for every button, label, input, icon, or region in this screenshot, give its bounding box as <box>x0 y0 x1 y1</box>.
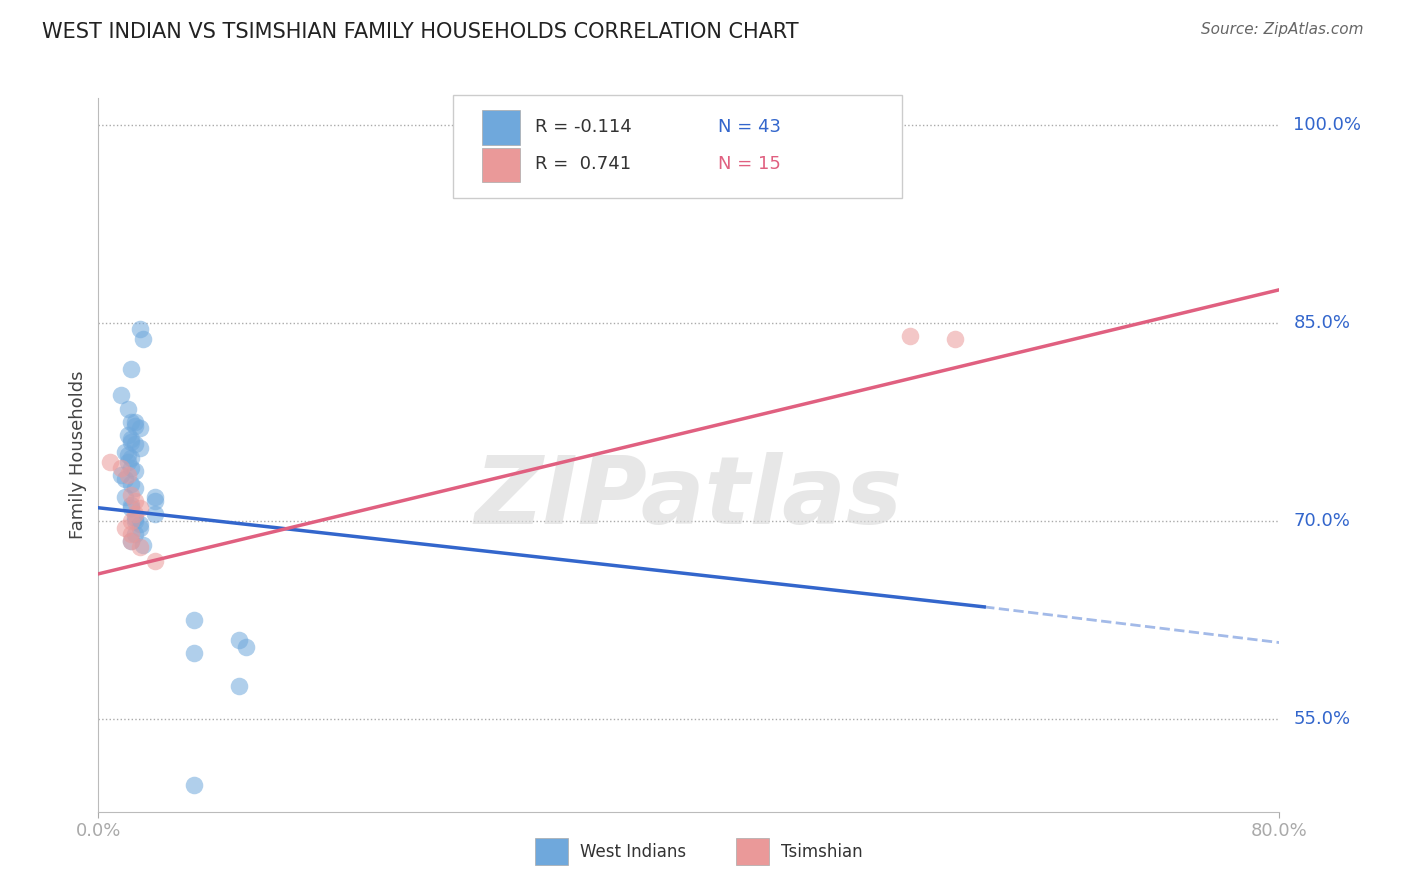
Text: Source: ZipAtlas.com: Source: ZipAtlas.com <box>1201 22 1364 37</box>
Point <box>183 646 205 660</box>
Point <box>120 533 142 548</box>
Point <box>128 322 150 336</box>
Point <box>183 778 205 792</box>
Point <box>124 514 146 528</box>
FancyBboxPatch shape <box>737 838 769 865</box>
Point <box>98 454 121 468</box>
FancyBboxPatch shape <box>536 838 568 865</box>
Point <box>128 520 150 534</box>
Point <box>128 541 150 555</box>
Point <box>124 415 146 429</box>
Point <box>228 632 250 647</box>
Text: 85.0%: 85.0% <box>1294 314 1350 332</box>
Point <box>117 401 139 416</box>
Point <box>120 533 142 548</box>
Text: 100.0%: 100.0% <box>1294 116 1361 134</box>
Point <box>132 332 155 346</box>
Point <box>124 418 146 433</box>
Point <box>114 472 136 486</box>
Point <box>120 450 142 465</box>
Point <box>124 464 146 478</box>
Point <box>120 461 142 475</box>
Text: N = 15: N = 15 <box>718 155 782 173</box>
Point <box>120 498 142 512</box>
Point <box>120 514 142 528</box>
Text: R =  0.741: R = 0.741 <box>536 155 631 173</box>
Point <box>120 500 142 515</box>
Text: 55.0%: 55.0% <box>1294 710 1351 728</box>
Point <box>114 445 136 459</box>
Point <box>117 454 139 468</box>
Point <box>235 640 257 654</box>
Point <box>128 500 150 515</box>
Point <box>110 461 132 475</box>
Point <box>120 362 142 376</box>
Point <box>143 508 166 522</box>
Point <box>183 613 205 627</box>
Point <box>110 388 132 402</box>
Point <box>124 508 146 522</box>
Text: N = 43: N = 43 <box>718 118 782 136</box>
Point <box>228 679 250 693</box>
Point <box>143 494 166 508</box>
Point <box>117 467 139 482</box>
Text: 70.0%: 70.0% <box>1294 512 1350 530</box>
Text: Tsimshian: Tsimshian <box>782 843 863 861</box>
Point <box>114 520 136 534</box>
FancyBboxPatch shape <box>453 95 901 198</box>
Text: WEST INDIAN VS TSIMSHIAN FAMILY HOUSEHOLDS CORRELATION CHART: WEST INDIAN VS TSIMSHIAN FAMILY HOUSEHOL… <box>42 22 799 42</box>
Y-axis label: Family Households: Family Households <box>69 371 87 539</box>
Point <box>124 437 146 451</box>
FancyBboxPatch shape <box>482 148 520 182</box>
Point <box>120 477 142 491</box>
Point <box>120 415 142 429</box>
Point <box>124 511 146 525</box>
Point <box>120 487 142 501</box>
Point <box>124 481 146 495</box>
Point <box>128 421 150 435</box>
Point <box>143 554 166 568</box>
Text: R = -0.114: R = -0.114 <box>536 118 633 136</box>
Point <box>124 527 146 541</box>
Point <box>117 448 139 462</box>
Point <box>114 490 136 504</box>
Point <box>143 490 166 504</box>
Point <box>943 332 966 346</box>
Point <box>128 442 150 456</box>
Point <box>120 434 142 449</box>
Point <box>117 428 139 442</box>
Point <box>128 516 150 531</box>
Point <box>120 527 142 541</box>
Point <box>110 467 132 482</box>
Point <box>132 538 155 552</box>
FancyBboxPatch shape <box>482 111 520 145</box>
Point <box>120 432 142 446</box>
Text: ZIPatlas: ZIPatlas <box>475 451 903 544</box>
Text: West Indians: West Indians <box>581 843 686 861</box>
Point <box>124 494 146 508</box>
Point <box>900 329 922 343</box>
